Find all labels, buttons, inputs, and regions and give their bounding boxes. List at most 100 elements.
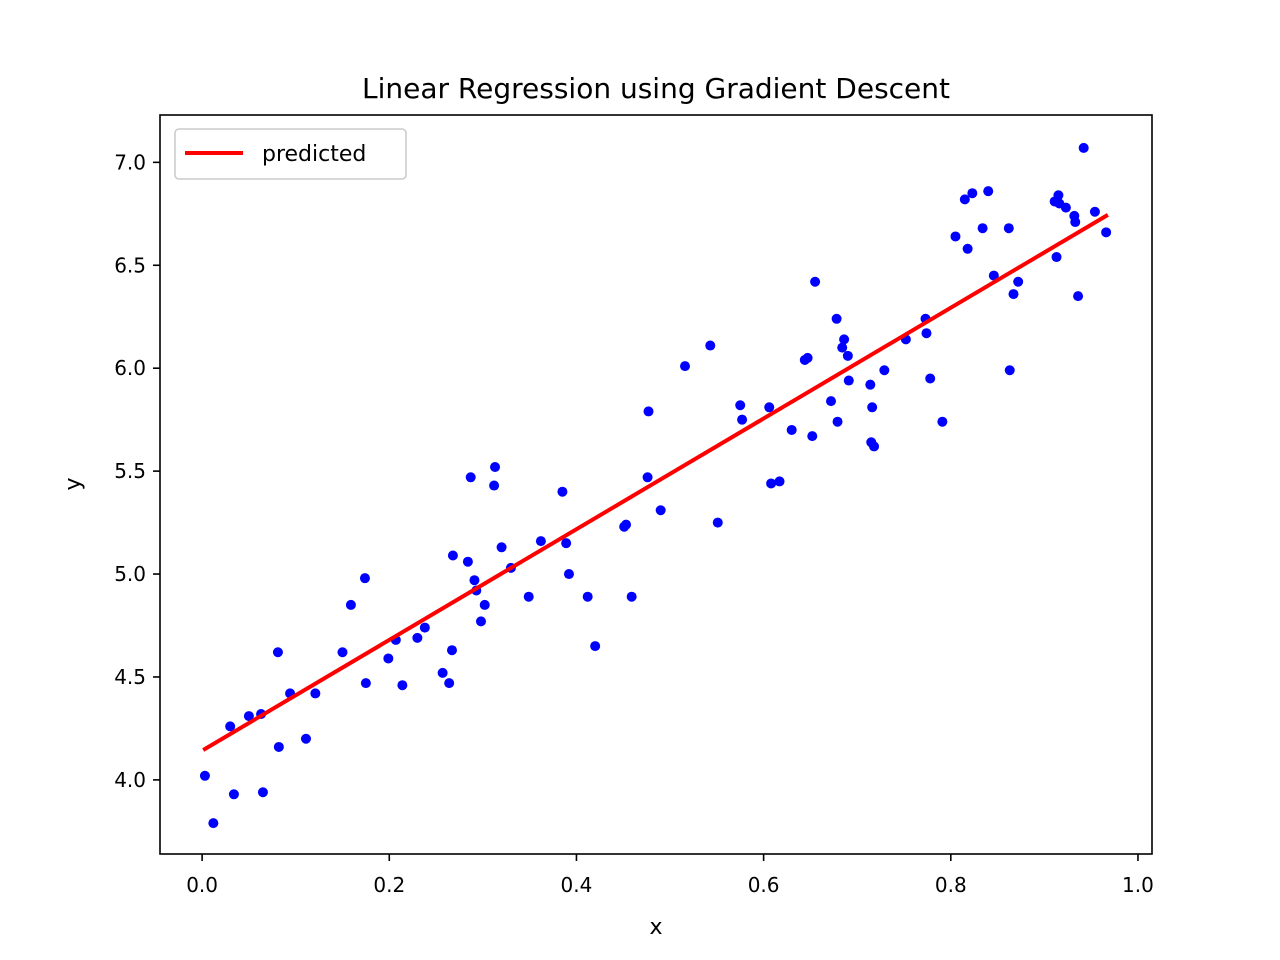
data-point [831, 313, 842, 324]
data-point [937, 416, 948, 427]
data-point [1070, 217, 1081, 228]
data-point [447, 550, 458, 561]
data-point [225, 721, 236, 732]
y-tick-label: 4.5 [114, 665, 146, 689]
data-point [557, 486, 568, 497]
data-point [842, 350, 853, 361]
data-point [208, 818, 219, 829]
plot-area: 0.0 0.2 0.4 0.6 0.8 1.0 4.0 4.5 5.0 5.5 6.0 6.5 7.0 [114, 114, 1154, 897]
y-axis-label: y [61, 477, 86, 490]
y-tick-label: 5.5 [114, 459, 146, 483]
data-point [655, 505, 666, 516]
x-tick-label: 1.0 [1122, 873, 1154, 897]
data-point [865, 379, 876, 390]
data-point [737, 414, 748, 425]
data-point [988, 270, 999, 281]
data-point [419, 622, 430, 633]
data-point [1008, 289, 1019, 300]
legend: predicted [174, 128, 407, 180]
y-tick-label: 7.0 [114, 150, 146, 174]
data-point [469, 575, 480, 586]
data-point [1078, 142, 1089, 153]
data-point [1089, 206, 1100, 217]
x-tick-label: 0.4 [561, 873, 593, 897]
data-point [643, 406, 654, 417]
plot-frame [159, 114, 1153, 855]
y-tick-label: 5.0 [114, 562, 146, 586]
data-point [257, 787, 268, 798]
data-point [273, 741, 284, 752]
data-point [437, 667, 448, 678]
data-point [626, 591, 637, 602]
data-point [1004, 365, 1015, 376]
data-point [272, 647, 283, 658]
data-point [465, 472, 476, 483]
data-point [843, 375, 854, 386]
data-point [925, 373, 936, 384]
data-point [680, 361, 691, 372]
data-point [764, 402, 775, 413]
data-point [826, 396, 837, 407]
data-point [1101, 227, 1112, 238]
data-point [383, 653, 394, 664]
data-point [983, 186, 994, 197]
data-point [1053, 190, 1064, 201]
y-axis-ticks: 4.0 4.5 5.0 5.5 6.0 6.5 7.0 [114, 150, 160, 792]
x-tick-label: 0.6 [748, 873, 780, 897]
x-axis-ticks: 0.0 0.2 0.4 0.6 0.8 1.0 [186, 854, 1154, 897]
data-point [561, 538, 572, 549]
data-point [959, 194, 970, 205]
y-tick-label: 4.0 [114, 768, 146, 792]
data-point [535, 536, 546, 547]
scatter-points [199, 142, 1112, 829]
data-point [489, 480, 500, 491]
data-point [839, 334, 850, 345]
data-point [950, 231, 961, 242]
data-point [243, 711, 254, 722]
data-point [810, 276, 821, 287]
data-point [642, 472, 653, 483]
data-point [705, 340, 716, 351]
data-point [977, 223, 988, 234]
data-point [621, 519, 632, 530]
data-point [921, 328, 932, 339]
data-point [1013, 276, 1024, 287]
data-point [444, 678, 455, 689]
data-point [962, 243, 973, 254]
data-point [310, 688, 321, 699]
data-point [735, 400, 746, 411]
data-point [360, 678, 371, 689]
data-point [590, 641, 601, 652]
data-point [766, 478, 777, 489]
data-point [786, 424, 797, 435]
x-tick-label: 0.8 [935, 873, 967, 897]
data-point [802, 352, 813, 363]
data-point [479, 599, 490, 610]
data-point [490, 462, 501, 473]
data-point [774, 476, 785, 487]
data-point [867, 402, 878, 413]
data-point [523, 591, 534, 602]
data-point [563, 569, 574, 580]
data-point [359, 573, 370, 584]
data-point [337, 647, 348, 658]
legend-label-predicted: predicted [262, 142, 366, 167]
data-point [1003, 223, 1014, 234]
data-point [397, 680, 408, 691]
predicted-line [202, 213, 1109, 752]
regression-line-layer [202, 213, 1109, 752]
data-point [712, 517, 723, 528]
chart-title: Linear Regression using Gradient Descent [362, 72, 950, 105]
data-point [300, 733, 311, 744]
data-point [1060, 202, 1071, 213]
data-point [462, 556, 473, 567]
x-tick-label: 0.2 [373, 873, 405, 897]
data-point [832, 416, 843, 427]
data-point [879, 365, 890, 376]
x-tick-label: 0.0 [186, 873, 218, 897]
data-point [1073, 291, 1084, 302]
data-point [869, 441, 880, 452]
data-point [446, 645, 457, 656]
y-tick-label: 6.0 [114, 356, 146, 380]
